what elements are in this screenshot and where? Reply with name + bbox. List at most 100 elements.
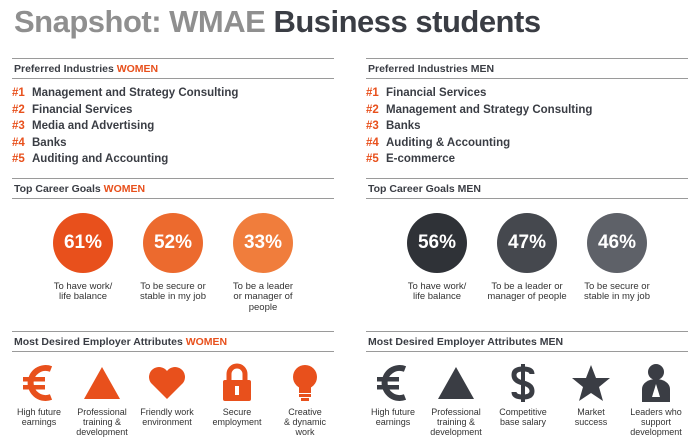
attribute-label: Professional training & development [430, 406, 482, 437]
women-goals: 61% To have work/life balance 52% To be … [12, 212, 334, 325]
women-industries-heading: Preferred Industries WOMEN [12, 58, 334, 79]
rank: #1 [366, 87, 379, 99]
heading-gender: MEN [457, 182, 482, 195]
industry-name: Banks [32, 136, 67, 149]
rank: #2 [366, 103, 379, 116]
men-goals-heading: Top Career Goals MEN [366, 177, 688, 199]
heading-label: Top Career Goals [14, 182, 101, 195]
list-item: #3 Banks [366, 118, 688, 135]
heart-icon [132, 362, 202, 404]
list-item: #5 Auditing and Accounting [12, 151, 334, 168]
men-attributes: High future earnings Professional training… [366, 362, 688, 442]
attribute-label: Friendly work environment [140, 406, 194, 427]
attribute-item: Competitive base salary [488, 362, 558, 427]
dollar-icon [488, 362, 558, 404]
attribute-label: High future earnings [16, 406, 62, 427]
euro-icon [358, 362, 428, 404]
industry-name: Financial Services [386, 87, 487, 99]
men-goals: 56% To have work/life balance 47% To be … [366, 212, 688, 325]
attribute-item: High future earnings [4, 362, 74, 427]
heading-label: Preferred Industries [14, 63, 114, 75]
heading-gender: WOMEN [116, 63, 159, 75]
rank: #4 [366, 136, 379, 149]
heading-gender: WOMEN [185, 335, 228, 348]
attribute-label: Secure employment [212, 406, 262, 427]
attribute-item: Professional training & development [67, 362, 137, 437]
rank: #2 [12, 103, 25, 116]
list-item: #5 E-commerce [366, 151, 688, 168]
title-prefix: Snapshot: WMAE [14, 4, 266, 39]
attribute-item: Market success [556, 362, 626, 427]
attribute-label: Leaders who support development [630, 406, 682, 437]
industry-name: Banks [386, 120, 421, 132]
goal-item: 52% To be secure or stable in my job [128, 212, 218, 303]
goal-item: 46% To be secure or stable in my job [572, 212, 662, 303]
attribute-item: Leaders who support development [621, 362, 691, 437]
lock-icon [202, 362, 272, 404]
star-icon [556, 362, 626, 404]
women-column: Preferred Industries WOMEN #1 Management … [12, 58, 334, 442]
triangle-icon [421, 362, 491, 404]
heading-gender: MEN [470, 63, 495, 75]
attribute-label: Creative & dynamic work [283, 406, 327, 437]
goal-label: To have work/life balance [407, 280, 467, 302]
industry-name: Auditing & Accounting [386, 136, 511, 149]
list-item: #1 Financial Services [366, 85, 688, 102]
list-item: #3 Media and Advertising [12, 118, 334, 135]
men-column: Preferred Industries MEN #1 Financial Ser… [366, 58, 688, 442]
industry-name: E-commerce [386, 153, 456, 165]
goal-item: 47% To be a leader or manager of people [482, 212, 572, 303]
goal-circle: 33% [233, 212, 293, 273]
rank: #5 [366, 153, 379, 165]
title-main: Business students [273, 4, 541, 39]
rank: #1 [12, 87, 25, 99]
triangle-icon [67, 362, 137, 404]
rank: #4 [12, 136, 25, 149]
list-item: #1 Management and Strategy Consulting [12, 85, 334, 102]
attribute-item: High future earnings [358, 362, 428, 427]
attribute-label: Competitive base salary [499, 406, 547, 427]
goal-label: To have work/life balance [53, 280, 113, 302]
leader-icon [621, 362, 691, 404]
rank: #3 [366, 120, 379, 132]
list-item: #4 Banks [12, 135, 334, 152]
goal-circle: 46% [587, 212, 647, 273]
industry-name: Management and Strategy Consulting [386, 103, 593, 116]
goal-label: To be a leader or manager of people [487, 280, 567, 302]
heading-gender: WOMEN [103, 182, 146, 195]
goal-circle: 47% [497, 212, 557, 273]
industry-name: Management and Strategy Consulting [32, 87, 239, 99]
goal-circle: 52% [143, 212, 203, 273]
heading-label: Preferred Industries [368, 63, 468, 75]
heading-gender: MEN [539, 335, 564, 348]
lightbulb-icon [270, 362, 340, 404]
goal-label: To be a leader or manager of people [232, 280, 294, 313]
goal-label: To be secure or stable in my job [583, 280, 650, 302]
women-goals-heading: Top Career Goals WOMEN [12, 177, 334, 199]
goal-item: 56% To have work/life balance [392, 212, 482, 303]
heading-label: Top Career Goals [368, 182, 455, 195]
goal-item: 61% To have work/life balance [38, 212, 128, 303]
attribute-label: Professional training & development [76, 406, 128, 437]
attribute-label: High future earnings [370, 406, 416, 427]
heading-label: Most Desired Employer Attributes [368, 335, 537, 348]
goal-item: 33% To be a leader or manager of people [218, 212, 308, 314]
goal-circle: 61% [53, 212, 113, 273]
men-attributes-heading: Most Desired Employer Attributes MEN [366, 330, 688, 352]
attribute-item: Secure employment [202, 362, 272, 427]
industry-name: Media and Advertising [32, 120, 155, 132]
women-industries-list: #1 Management and Strategy Consulting #2 F… [12, 85, 334, 168]
attribute-item: Creative & dynamic work [270, 362, 340, 437]
attribute-label: Market success [574, 406, 608, 427]
industry-name: Financial Services [32, 103, 133, 116]
page-title: Snapshot: WMAE Business students [14, 4, 541, 40]
women-attributes-heading: Most Desired Employer Attributes WOMEN [12, 330, 334, 352]
rank: #3 [12, 120, 25, 132]
goal-label: To be secure or stable in my job [139, 280, 206, 302]
men-industries-heading: Preferred Industries MEN [366, 58, 688, 79]
attribute-item: Professional training & development [421, 362, 491, 437]
euro-icon [4, 362, 74, 404]
attribute-item: Friendly work environment [132, 362, 202, 427]
list-item: #2 Financial Services [12, 102, 334, 119]
women-attributes: High future earnings Professional training… [12, 362, 334, 442]
